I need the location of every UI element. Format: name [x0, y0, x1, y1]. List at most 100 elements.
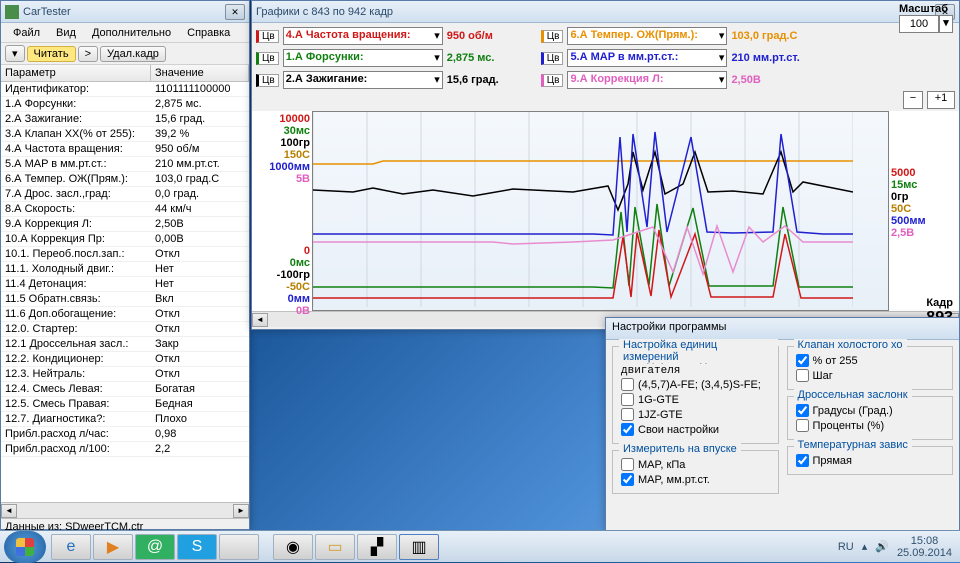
table-row[interactable]: 12.5. Смесь Правая:Бедная	[1, 397, 249, 412]
option-checkbox[interactable]	[796, 454, 809, 467]
series-select[interactable]: 9.А Коррекция Л: ▾	[567, 71, 727, 89]
table-row[interactable]: Прибл.раcход л/100:2,2	[1, 442, 249, 457]
taskbar-chrome-icon[interactable]: ◉	[273, 534, 313, 560]
intake-title: Измеритель на впуске	[619, 443, 741, 455]
taskbar-agent-icon[interactable]: @	[135, 534, 175, 560]
taskbar-explorer-icon[interactable]: ▭	[315, 534, 355, 560]
option-checkbox[interactable]	[621, 393, 634, 406]
tray-flag-icon[interactable]: ▴	[862, 540, 868, 553]
taskbar-wmp-icon[interactable]: ▶	[93, 534, 133, 560]
param-value: 0,00В	[151, 232, 249, 246]
series-select[interactable]: 6.А Темпер. ОЖ(Прям.): ▾	[567, 27, 727, 45]
table-row[interactable]: 2.А Зажигание:15,6 град.	[1, 112, 249, 127]
taskbar-ie-icon[interactable]: e	[51, 534, 91, 560]
taskbar-skype-icon[interactable]: S	[177, 534, 217, 560]
scroll-right-icon[interactable]: ►	[233, 504, 249, 518]
table-row[interactable]: 1.А Форсунки:2,875 мс.	[1, 97, 249, 112]
color-button[interactable]: Цв	[256, 52, 279, 65]
axis-label: 2,5B	[891, 227, 957, 239]
cartester-titlebar[interactable]: CarTester ✕	[1, 1, 249, 23]
table-row[interactable]: 12.2. Кондиционер:Откл	[1, 352, 249, 367]
col-param[interactable]: Параметр	[1, 65, 151, 81]
option-checkbox[interactable]	[621, 378, 634, 391]
table-row[interactable]: 10.А Коррекция Пр:0,00В	[1, 232, 249, 247]
table-row[interactable]: 12.3. Нейтраль:Откл	[1, 367, 249, 382]
param-rows[interactable]: Идентификатор:11011111000001.А Форсунки:…	[1, 82, 249, 502]
close-icon[interactable]: ✕	[225, 4, 245, 20]
scroll-left-icon[interactable]: ◄	[1, 504, 17, 518]
table-row[interactable]: 7.А Дрос. засл.,град:0,0 град.	[1, 187, 249, 202]
param-name: Идентификатор:	[1, 82, 151, 96]
scroll-left-icon[interactable]: ◄	[252, 313, 268, 327]
menu-file[interactable]: Файл	[5, 27, 48, 39]
dropdown-icon[interactable]: ▾	[5, 45, 25, 62]
graph-titlebar[interactable]: Графики с 843 по 942 кадр ✕	[252, 1, 959, 23]
tray-lang[interactable]: RU	[838, 541, 854, 553]
table-row[interactable]: 8.А Скорость:44 км/ч	[1, 202, 249, 217]
param-name: 7.А Дрос. засл.,град:	[1, 187, 151, 201]
series-select[interactable]: 2.А Зажигание: ▾	[283, 71, 443, 89]
table-row[interactable]: Идентификатор:1101111100000	[1, 82, 249, 97]
param-value: Плохо	[151, 412, 249, 426]
table-row[interactable]: 5.А MAP в мм.рт.ст.:210 мм.рт.ст.	[1, 157, 249, 172]
option-checkbox[interactable]	[796, 354, 809, 367]
table-row[interactable]: 12.7. Диагностика?:Плохо	[1, 412, 249, 427]
throttle-title: Дроссельная заслонк	[794, 389, 912, 401]
table-row[interactable]: 6.А Темпер. ОЖ(Прям.):103,0 град.C	[1, 172, 249, 187]
option-checkbox[interactable]	[621, 408, 634, 421]
table-row[interactable]: 9.А Коррекция Л:2,50В	[1, 217, 249, 232]
color-button[interactable]: Цв	[256, 30, 279, 43]
menu-view[interactable]: Вид	[48, 27, 84, 39]
param-name: Прибл.раcход л/час:	[1, 427, 151, 441]
read-button[interactable]: Читать	[27, 46, 76, 62]
minus-button[interactable]: −	[903, 91, 923, 109]
color-button[interactable]: Цв	[541, 74, 564, 87]
menu-extra[interactable]: Дополнительно	[84, 27, 179, 39]
menu-help[interactable]: Справка	[179, 27, 238, 39]
custom-checkbox[interactable]	[621, 423, 634, 436]
option-checkbox[interactable]	[796, 404, 809, 417]
table-row[interactable]: 11.5 Обратн.связь:Вкл	[1, 292, 249, 307]
scale-dropdown-icon[interactable]: ▾	[939, 15, 953, 33]
table-row[interactable]: 3.А Клапан ХХ(% от 255):39,2 %	[1, 127, 249, 142]
tray-time[interactable]: 15:08	[897, 535, 952, 547]
scale-input[interactable]	[899, 15, 939, 33]
system-tray[interactable]: RU ▴ 🔊 15:08 25.09.2014	[830, 535, 960, 559]
table-row[interactable]: 12.4. Смесь Левая:Богатая	[1, 382, 249, 397]
param-name: 12.2. Кондиционер:	[1, 352, 151, 366]
taskbar-icon[interactable]	[219, 534, 259, 560]
table-row[interactable]: Прибл.раcход л/час:0,98	[1, 427, 249, 442]
option-label: (4,5,7)A-FE; (3,4,5)S-FE;	[638, 379, 761, 391]
table-row[interactable]: 11.1. Холодный двиг.:Нет	[1, 262, 249, 277]
series-select[interactable]: 1.А Форсунки: ▾	[283, 49, 443, 67]
option-checkbox[interactable]	[796, 419, 809, 432]
delete-frames-button[interactable]: Удал.кадр	[100, 46, 166, 62]
scrollbar-h[interactable]: ◄ ►	[1, 502, 249, 518]
settings-title[interactable]: Настройки программы	[606, 318, 959, 340]
color-button[interactable]: Цв	[256, 74, 279, 87]
series-select[interactable]: 5.А MAP в мм.рт.ст.: ▾	[567, 49, 727, 67]
start-button[interactable]	[4, 531, 46, 563]
taskbar-app-icon[interactable]: ▞	[357, 534, 397, 560]
option-checkbox[interactable]	[796, 369, 809, 382]
color-button[interactable]: Цв	[541, 30, 564, 43]
tray-date[interactable]: 25.09.2014	[897, 547, 952, 559]
forward-button[interactable]: >	[78, 46, 98, 62]
series-select[interactable]: 4.А Частота вращения: ▾	[283, 27, 443, 45]
col-value[interactable]: Значение	[151, 65, 249, 81]
chart-plot[interactable]	[312, 111, 889, 311]
tray-volume-icon[interactable]: 🔊	[875, 540, 889, 553]
color-button[interactable]: Цв	[541, 52, 564, 65]
axis-label: -100гр	[254, 269, 310, 281]
table-row[interactable]: 4.А Частота вращения:950 об/м	[1, 142, 249, 157]
table-row[interactable]: 11.6 Доп.обогащение:Откл	[1, 307, 249, 322]
table-row[interactable]: 11.4 Детонация:Нет	[1, 277, 249, 292]
table-row[interactable]: 12.0. Стартер:Откл	[1, 322, 249, 337]
taskbar-cartester-icon[interactable]: ▥	[399, 534, 439, 560]
table-row[interactable]: 10.1. Переоб.посл.зап.:Откл	[1, 247, 249, 262]
series-value: 2,50В	[731, 74, 821, 86]
option-checkbox[interactable]	[621, 473, 634, 486]
table-row[interactable]: 12.1 Дроссельная засл.:Закр	[1, 337, 249, 352]
option-checkbox[interactable]	[621, 458, 634, 471]
plus1-button[interactable]: +1	[927, 91, 955, 109]
